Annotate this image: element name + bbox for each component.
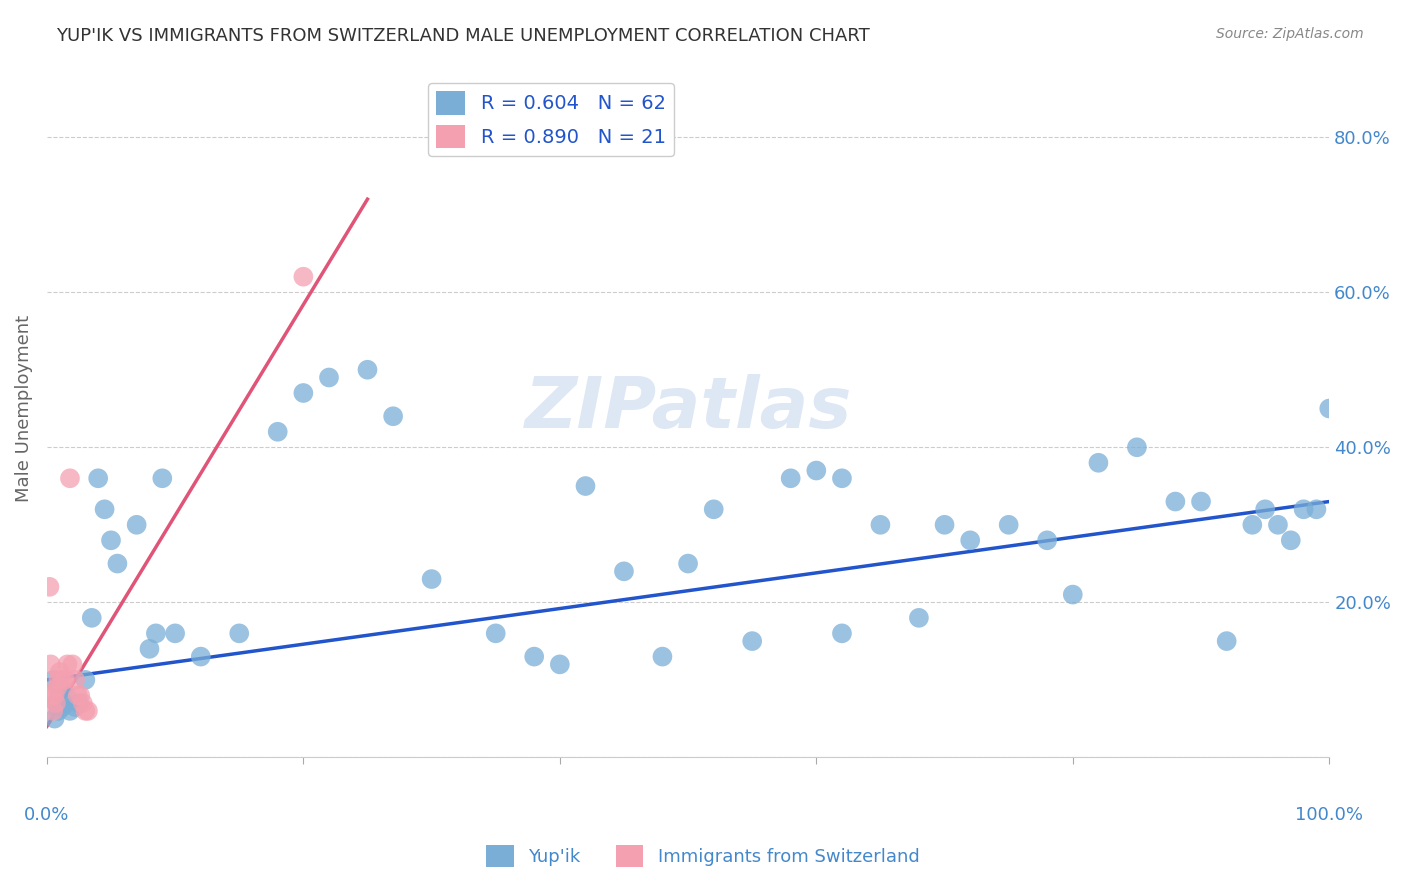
Point bbox=[1279, 533, 1302, 548]
Point bbox=[997, 517, 1019, 532]
Point bbox=[1126, 440, 1149, 454]
Point bbox=[523, 649, 546, 664]
Point bbox=[42, 704, 65, 718]
Text: ZIPatlas: ZIPatlas bbox=[524, 374, 852, 443]
Point bbox=[831, 626, 853, 640]
Point bbox=[66, 689, 89, 703]
Point bbox=[48, 681, 70, 695]
Point bbox=[165, 626, 187, 640]
Point bbox=[53, 673, 76, 687]
Point bbox=[145, 626, 167, 640]
Point bbox=[48, 704, 70, 718]
Y-axis label: Male Unemployment: Male Unemployment bbox=[15, 315, 32, 502]
Point bbox=[651, 649, 673, 664]
Point bbox=[41, 689, 63, 703]
Point bbox=[908, 611, 931, 625]
Point bbox=[72, 696, 94, 710]
Point bbox=[267, 425, 290, 439]
Point bbox=[703, 502, 725, 516]
Point bbox=[69, 689, 91, 703]
Point bbox=[55, 689, 77, 703]
Point bbox=[292, 386, 315, 401]
Point bbox=[613, 564, 636, 578]
Point bbox=[42, 673, 65, 687]
Point bbox=[52, 696, 75, 710]
Point bbox=[75, 673, 97, 687]
Point bbox=[806, 463, 828, 477]
Point bbox=[100, 533, 122, 548]
Text: 0.0%: 0.0% bbox=[24, 806, 69, 824]
Point bbox=[75, 704, 97, 718]
Point bbox=[45, 696, 67, 710]
Point bbox=[292, 269, 315, 284]
Point bbox=[548, 657, 571, 672]
Point bbox=[138, 641, 160, 656]
Point bbox=[51, 700, 73, 714]
Point bbox=[1267, 517, 1289, 532]
Text: Source: ZipAtlas.com: Source: ZipAtlas.com bbox=[1216, 27, 1364, 41]
Text: YUP'IK VS IMMIGRANTS FROM SWITZERLAND MALE UNEMPLOYMENT CORRELATION CHART: YUP'IK VS IMMIGRANTS FROM SWITZERLAND MA… bbox=[56, 27, 870, 45]
Point bbox=[1254, 502, 1277, 516]
Point bbox=[150, 471, 173, 485]
Point bbox=[574, 479, 596, 493]
Point bbox=[38, 580, 60, 594]
Text: 100.0%: 100.0% bbox=[1295, 806, 1364, 824]
Point bbox=[46, 681, 69, 695]
Legend: R = 0.604   N = 62, R = 0.890   N = 21: R = 0.604 N = 62, R = 0.890 N = 21 bbox=[429, 83, 673, 156]
Point bbox=[87, 471, 110, 485]
Point bbox=[382, 409, 405, 424]
Point bbox=[93, 502, 115, 516]
Point bbox=[1189, 494, 1212, 508]
Point bbox=[44, 712, 66, 726]
Point bbox=[67, 696, 90, 710]
Point bbox=[228, 626, 250, 640]
Point bbox=[485, 626, 508, 640]
Point bbox=[48, 673, 70, 687]
Point bbox=[1062, 588, 1084, 602]
Point bbox=[59, 471, 82, 485]
Point bbox=[1164, 494, 1187, 508]
Point bbox=[125, 517, 148, 532]
Point bbox=[318, 370, 340, 384]
Point bbox=[1036, 533, 1059, 548]
Point bbox=[48, 665, 70, 679]
Point bbox=[741, 634, 763, 648]
Point bbox=[39, 657, 62, 672]
Point bbox=[51, 673, 73, 687]
Point bbox=[1241, 517, 1264, 532]
Point bbox=[1087, 456, 1109, 470]
Point bbox=[1292, 502, 1315, 516]
Point bbox=[59, 704, 82, 718]
Point bbox=[959, 533, 981, 548]
Point bbox=[46, 696, 69, 710]
Point bbox=[77, 704, 100, 718]
Point bbox=[676, 557, 699, 571]
Point bbox=[80, 611, 103, 625]
Point bbox=[1317, 401, 1340, 416]
Point bbox=[44, 689, 66, 703]
Point bbox=[420, 572, 443, 586]
Point bbox=[107, 557, 129, 571]
Point bbox=[356, 362, 378, 376]
Point bbox=[62, 657, 84, 672]
Point bbox=[869, 517, 891, 532]
Point bbox=[831, 471, 853, 485]
Legend: Yup'ik, Immigrants from Switzerland: Yup'ik, Immigrants from Switzerland bbox=[479, 838, 927, 874]
Point bbox=[934, 517, 956, 532]
Point bbox=[63, 673, 86, 687]
Point bbox=[190, 649, 212, 664]
Point bbox=[1305, 502, 1327, 516]
Point bbox=[56, 657, 79, 672]
Point bbox=[63, 700, 86, 714]
Point bbox=[779, 471, 801, 485]
Point bbox=[1215, 634, 1237, 648]
